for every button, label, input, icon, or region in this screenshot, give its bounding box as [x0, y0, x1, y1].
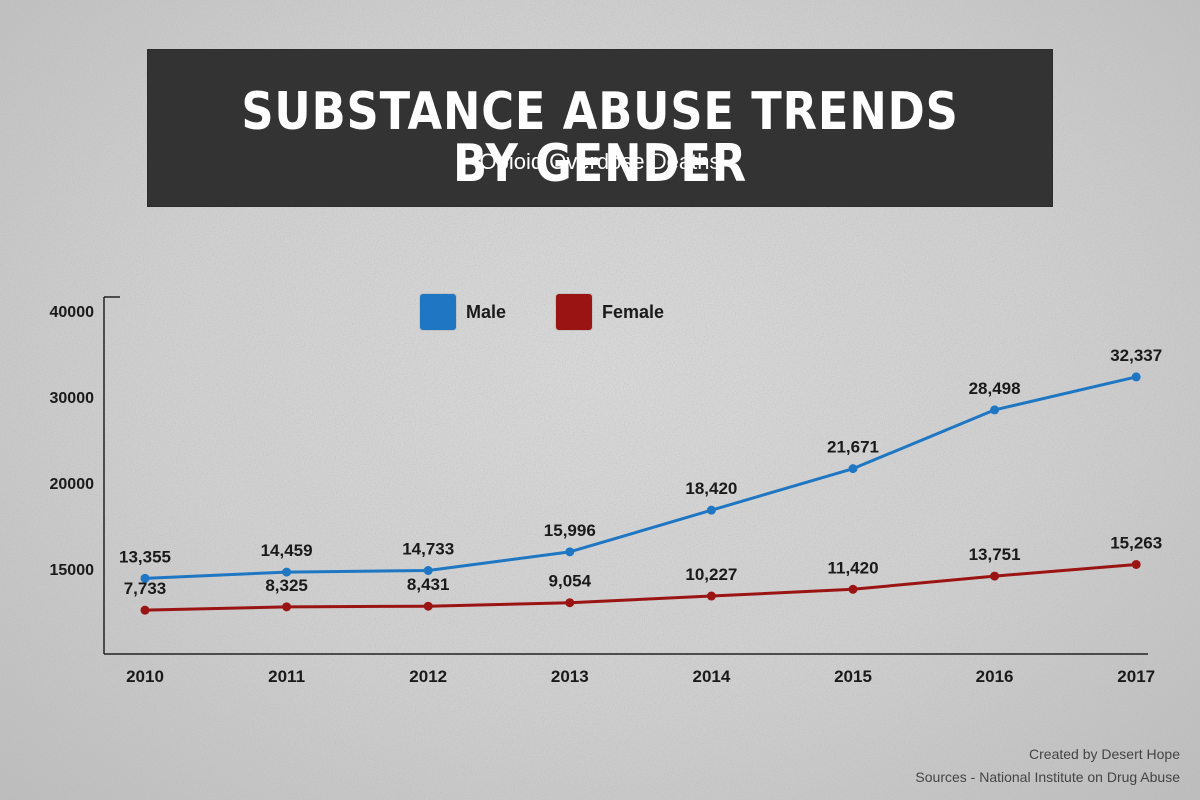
x-tick-label: 2015: [834, 667, 872, 686]
data-label-male: 13,355: [119, 547, 171, 566]
data-label-male: 28,498: [969, 379, 1021, 398]
chart-points: [140, 372, 1141, 615]
data-label-female: 7,733: [124, 579, 167, 598]
data-point-female: [848, 584, 858, 594]
data-label-male: 32,337: [1110, 346, 1162, 365]
data-label-female: 8,325: [265, 576, 308, 595]
chart-axes: [103, 296, 1148, 655]
data-point-male: [282, 567, 292, 577]
x-tick-label: 2012: [409, 667, 447, 686]
data-label-female: 8,431: [407, 575, 450, 594]
credit-text: Created by Desert Hope: [1029, 746, 1180, 762]
page-subtitle: Opioid Overdose Deaths: [479, 149, 721, 174]
data-point-male: [848, 464, 858, 474]
data-label-female: 10,227: [685, 565, 737, 584]
data-point-male: [706, 505, 716, 515]
legend-item-female: Female: [556, 294, 664, 330]
data-point-female: [1131, 559, 1141, 569]
chart-data-labels: 13,355 14,459 14,733 15,996 18,420 21,671 28,4…: [119, 346, 1162, 598]
data-label-female: 13,751: [969, 545, 1021, 564]
data-label-male: 14,733: [402, 540, 454, 559]
data-point-female: [990, 571, 1000, 581]
data-point-male: [565, 547, 575, 557]
female-swatch: [556, 294, 592, 330]
x-tick-label: 2010: [126, 667, 164, 686]
data-point-female: [706, 591, 716, 601]
data-point-female: [282, 602, 292, 612]
title-banner: SUBSTANCE ABUSE TRENDS BY GENDER Opioid …: [148, 50, 1052, 206]
sources-text: Sources - National Institute on Drug Abu…: [915, 769, 1180, 785]
data-point-male: [990, 405, 1000, 415]
x-tick-label: 2013: [551, 667, 589, 686]
data-point-female: [423, 601, 433, 611]
male-swatch: [420, 294, 456, 330]
y-tick-label: 15000: [50, 562, 95, 579]
data-label-female: 9,054: [549, 572, 592, 591]
legend-item-male: Male: [420, 294, 506, 330]
data-point-male: [423, 566, 433, 576]
data-label-female: 11,420: [827, 558, 878, 577]
y-tick-label: 30000: [50, 390, 95, 407]
data-label-female: 15,263: [1110, 533, 1162, 552]
x-tick-label: 2011: [268, 667, 305, 686]
page-title: SUBSTANCE ABUSE TRENDS BY GENDER: [241, 82, 959, 194]
chart-lines: [144, 375, 1137, 612]
y-tick-label: 40000: [50, 304, 95, 321]
x-tick-label: 2016: [976, 667, 1014, 686]
data-label-male: 14,459: [261, 541, 313, 560]
series-line-female: [144, 562, 1137, 612]
y-tick-label: 20000: [50, 476, 95, 493]
data-label-male: 21,671: [827, 438, 879, 457]
series-line-male: [144, 375, 1137, 580]
data-point-male: [140, 573, 150, 583]
legend-label-female: Female: [602, 301, 665, 322]
data-point-female: [140, 605, 150, 615]
data-label-male: 15,996: [544, 521, 596, 540]
legend-label-male: Male: [466, 301, 507, 322]
data-label-male: 18,420: [685, 479, 737, 498]
x-tick-label: 2014: [692, 667, 730, 686]
data-point-female: [565, 598, 575, 608]
data-point-male: [1131, 372, 1141, 382]
x-tick-label: 2017: [1117, 667, 1155, 686]
chart-ticks: 40000 30000 20000 15000 2010 2011 2012 2013 2014…: [50, 304, 1156, 686]
